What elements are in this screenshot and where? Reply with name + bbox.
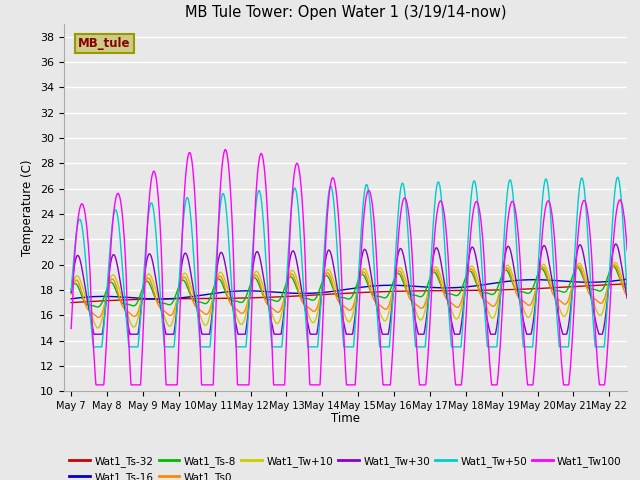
Title: MB Tule Tower: Open Water 1 (3/19/14-now): MB Tule Tower: Open Water 1 (3/19/14-now…	[185, 5, 506, 20]
X-axis label: Time: Time	[331, 412, 360, 425]
Legend: Wat1_Ts-32, Wat1_Ts-16, Wat1_Ts-8, Wat1_Ts0, Wat1_Tw+10, Wat1_Tw+30, Wat1_Tw+50,: Wat1_Ts-32, Wat1_Ts-16, Wat1_Ts-8, Wat1_…	[65, 452, 626, 480]
Y-axis label: Temperature (C): Temperature (C)	[22, 159, 35, 256]
Text: MB_tule: MB_tule	[78, 37, 131, 50]
